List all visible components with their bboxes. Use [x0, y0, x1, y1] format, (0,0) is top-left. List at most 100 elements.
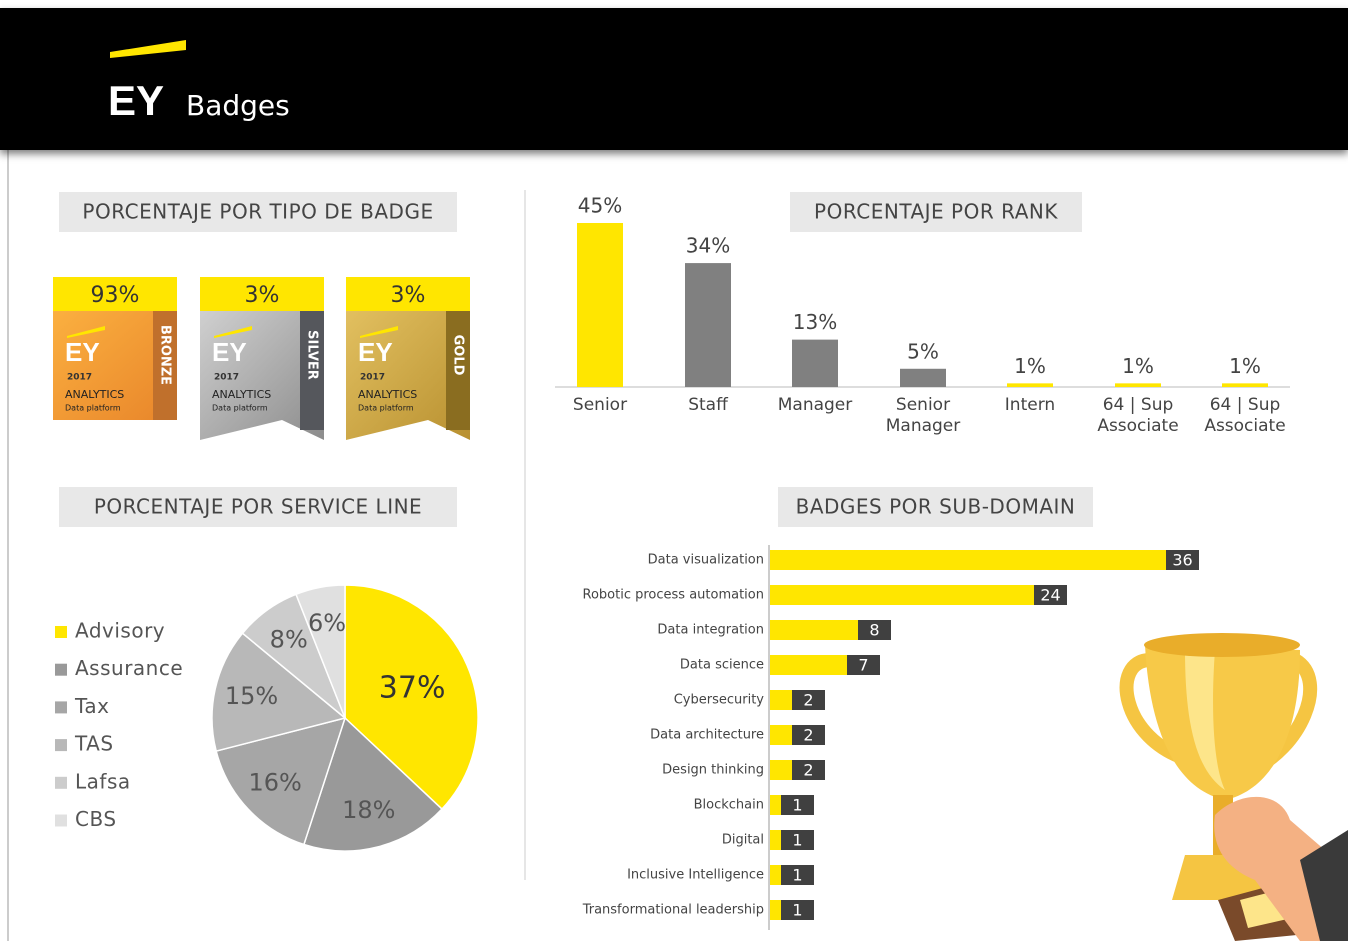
value-label: 34%	[686, 234, 730, 258]
badge-year: 2017	[360, 373, 385, 383]
y-tick-label: Digital	[722, 833, 764, 848]
x-tick-label: Senior	[548, 395, 652, 416]
x-tick-label: 64 | Sup Associate	[1193, 395, 1297, 437]
value-label: 1	[792, 831, 802, 850]
y-tick-label: Design thinking	[662, 763, 764, 778]
page: {"header": {"logo": "EY", "title": "Badg…	[0, 0, 1348, 941]
value-label: 1	[792, 866, 802, 885]
value-label: 8	[869, 621, 879, 640]
section-title: PORCENTAJE POR RANK	[814, 200, 1058, 224]
label-box: Manager	[763, 395, 867, 445]
bar	[770, 550, 1166, 570]
bar	[770, 900, 781, 920]
dashboard: EY Badges PORCENTAJE POR TIPO DE BADGE 9…	[0, 0, 1348, 941]
bar	[770, 795, 781, 815]
badge-level: SILVER	[305, 330, 320, 380]
legend-label: Advisory	[75, 619, 165, 643]
x-tick-label: 64 | Sup Associate	[1086, 395, 1190, 437]
label-box: 64 | Sup Associate	[1193, 395, 1297, 445]
badge-name: ANALYTICS	[65, 388, 124, 401]
trophy-illustration	[1127, 633, 1348, 941]
bar	[770, 725, 792, 745]
bar	[900, 369, 946, 387]
slice-label: 37%	[379, 670, 446, 705]
bar	[577, 223, 623, 387]
value-label: 2	[803, 726, 813, 745]
bar	[1007, 383, 1053, 387]
badge-logo: EY	[65, 337, 100, 367]
bar	[792, 340, 838, 387]
bar	[770, 830, 781, 850]
label-box: 64 | Sup Associate	[1086, 395, 1190, 445]
slice-label: 8%	[270, 626, 308, 654]
badge-level: GOLD	[451, 335, 466, 376]
label-box: Intern	[978, 395, 1082, 445]
slice-label: 6%	[308, 609, 346, 637]
label-box: Staff	[656, 395, 760, 445]
value-label: 2	[803, 761, 813, 780]
value-label: 1	[792, 796, 802, 815]
badge-name: ANALYTICS	[212, 388, 271, 401]
legend-swatch	[55, 701, 67, 713]
legend-label: Assurance	[75, 656, 183, 680]
y-tick-label: Data architecture	[650, 728, 764, 743]
x-tick-label: Staff	[656, 395, 760, 416]
y-tick-label: Data science	[680, 658, 764, 673]
value-label: 24	[1040, 586, 1060, 605]
badge-name: ANALYTICS	[358, 388, 417, 401]
value-label: 45%	[578, 194, 622, 218]
bar	[770, 760, 792, 780]
bar	[685, 263, 731, 387]
bar	[1222, 383, 1268, 387]
value-label: 36	[1172, 551, 1192, 570]
legend-swatch	[55, 739, 67, 751]
bar	[1115, 383, 1161, 387]
label-box: Senior	[548, 395, 652, 445]
badge-subtitle: Data platform	[358, 404, 414, 413]
badge-level: BRONZE	[158, 325, 173, 385]
header-title: Badges	[186, 89, 290, 122]
y-tick-label: Blockchain	[694, 798, 764, 813]
badge-logo: EY	[212, 337, 247, 367]
legend-label: Lafsa	[75, 769, 131, 793]
legend-label: CBS	[75, 807, 117, 831]
x-tick-label: Intern	[978, 395, 1082, 416]
legend-swatch	[55, 815, 67, 827]
x-tick-label: Manager	[763, 395, 867, 416]
section-title: PORCENTAJE POR SERVICE LINE	[94, 495, 422, 519]
badge-logo: EY	[358, 337, 393, 367]
label-box: Senior Manager	[871, 395, 975, 445]
bar	[770, 865, 781, 885]
y-tick-label: Cybersecurity	[674, 693, 765, 708]
badge-percent: 3%	[391, 283, 426, 308]
x-tick-label: Senior Manager	[871, 395, 975, 437]
y-tick-label: Inclusive Intelligence	[627, 868, 764, 883]
header-bar	[0, 8, 1348, 150]
value-label: 1%	[1229, 354, 1261, 378]
badge-percent: 3%	[245, 283, 280, 308]
slice-label: 18%	[342, 796, 395, 824]
badge-year: 2017	[67, 373, 92, 383]
legend-swatch	[55, 777, 67, 789]
bar	[770, 620, 858, 640]
badge-subtitle: Data platform	[212, 404, 268, 413]
logo: EY	[108, 77, 164, 124]
y-tick-label: Robotic process automation	[583, 588, 764, 603]
badge-percent: 93%	[91, 283, 140, 308]
y-tick-label: Data integration	[657, 623, 764, 638]
value-label: 1	[792, 901, 802, 920]
section-title: BADGES POR SUB-DOMAIN	[796, 495, 1076, 519]
y-tick-label: Data visualization	[648, 553, 764, 568]
slice-label: 15%	[225, 682, 278, 710]
legend-label: TAS	[74, 732, 114, 756]
value-label: 13%	[793, 310, 837, 334]
legend-swatch	[55, 626, 67, 638]
bar	[770, 585, 1034, 605]
section-title: PORCENTAJE POR TIPO DE BADGE	[82, 200, 433, 224]
value-label: 1%	[1014, 354, 1046, 378]
slice-label: 16%	[249, 769, 302, 797]
y-tick-label: Transformational leadership	[582, 903, 764, 918]
value-label: 2	[803, 691, 813, 710]
bar	[770, 690, 792, 710]
bar	[770, 655, 847, 675]
